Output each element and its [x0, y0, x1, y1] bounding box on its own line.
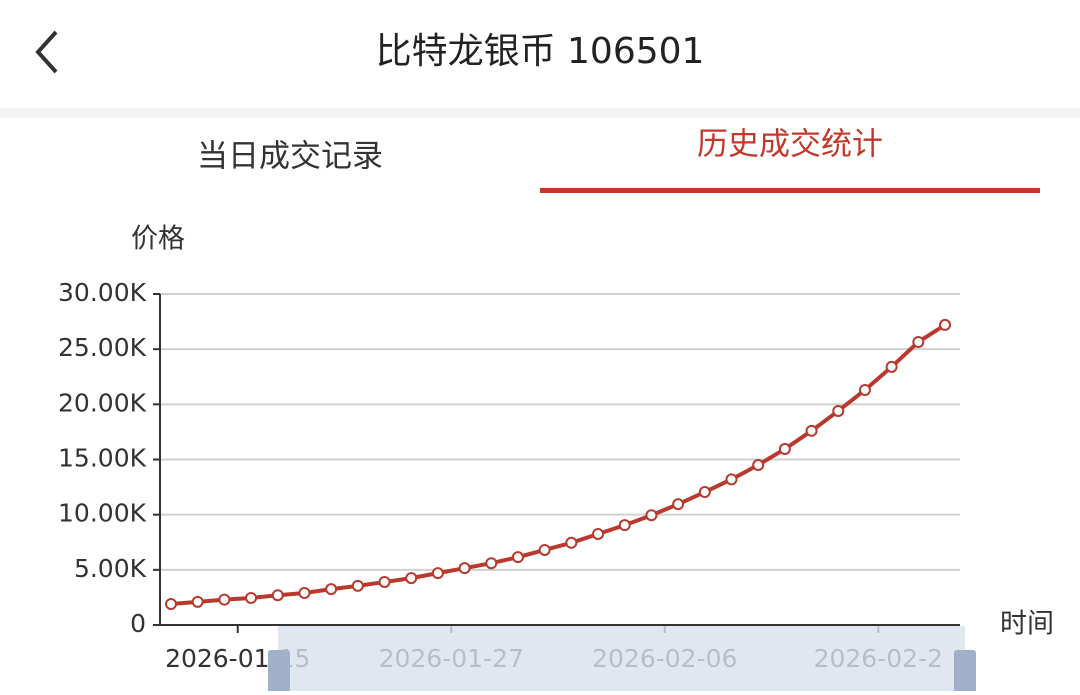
y-tick-label: 20.00K — [58, 388, 147, 417]
data-point — [725, 473, 738, 486]
data-point — [325, 583, 338, 596]
data-point — [431, 567, 444, 580]
data-point — [378, 575, 391, 588]
zoom-handle[interactable] — [268, 650, 290, 695]
y-tick-label: 5.00K — [74, 554, 147, 583]
data-point — [778, 443, 791, 456]
separator — [0, 108, 1080, 118]
data-point — [672, 498, 685, 511]
data-point — [298, 587, 311, 600]
line — [170, 323, 947, 607]
data-point — [511, 551, 524, 564]
y-tick-label: 25.00K — [58, 333, 147, 362]
data-point — [805, 424, 818, 437]
x-axis-title: 时间 — [1000, 609, 1054, 640]
y-axis-title: 价格 — [131, 224, 185, 255]
y-tick-label: 30.00K — [58, 278, 147, 307]
data-point — [939, 318, 952, 331]
data-point — [458, 562, 471, 575]
tab[interactable]: 当日成交记录 — [197, 139, 383, 175]
data-point — [858, 383, 871, 396]
zoom-window[interactable] — [278, 626, 965, 695]
y-tick-label: 10.00K — [58, 499, 147, 528]
data-point — [271, 589, 284, 602]
page-title: 比特龙银币 106501 — [376, 31, 705, 72]
data-point — [618, 519, 631, 532]
data-point — [592, 527, 605, 540]
tab-active[interactable]: 历史成交统计 — [697, 127, 883, 163]
data-point — [698, 486, 711, 499]
data-point — [351, 579, 364, 592]
data-point — [218, 593, 231, 606]
chart: 05.00K10.00K15.00K20.00K25.00K30.00K2026… — [58, 278, 960, 673]
data-point — [485, 557, 498, 570]
data-point — [538, 543, 551, 556]
data-point — [832, 404, 845, 417]
data-point — [912, 335, 925, 348]
data-point — [565, 536, 578, 549]
data-point — [752, 459, 765, 472]
tab-underline — [540, 188, 1040, 193]
data-point — [645, 509, 658, 522]
data-point — [885, 360, 898, 373]
data-point — [165, 598, 177, 611]
zoom-handle[interactable] — [954, 650, 976, 695]
data-point — [245, 591, 258, 604]
data-point — [191, 595, 204, 608]
y-tick-label: 15.00K — [58, 444, 147, 473]
y-tick-label: 0 — [130, 609, 146, 638]
back-button[interactable] — [35, 30, 58, 74]
data-point — [405, 572, 418, 585]
